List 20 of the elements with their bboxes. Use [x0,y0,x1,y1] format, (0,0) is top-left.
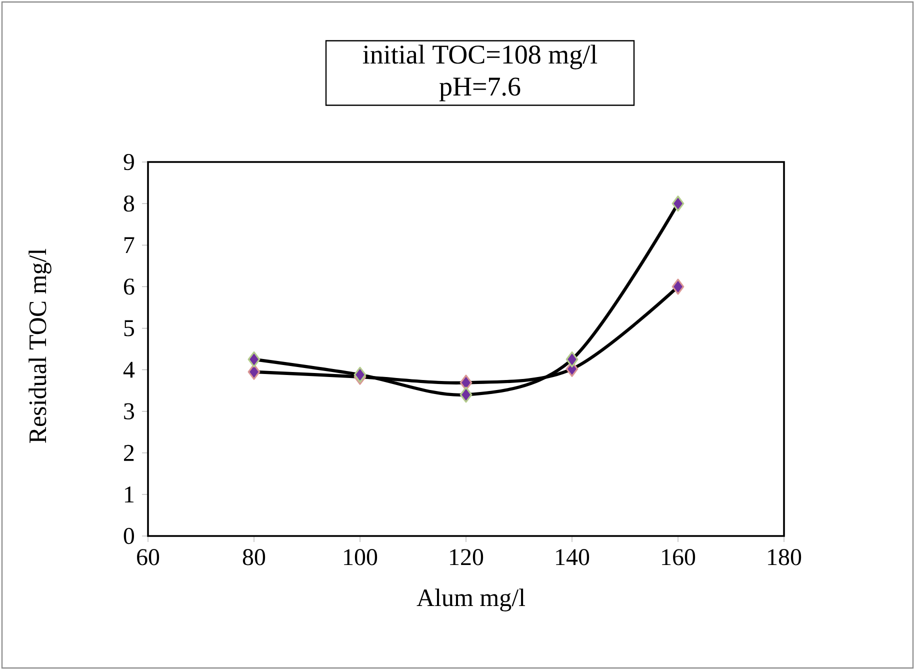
y-tick-label: 9 [124,154,134,170]
x-tick-label: 60 [137,549,160,566]
x-tick-label: 100 [344,549,378,566]
x-axis-title: Alum mg/l [416,588,526,612]
x-tick-label: 120 [450,549,484,566]
y-tick-label: 7 [124,237,134,253]
y-tick-label: 2 [124,444,134,461]
x-tick-label: 140 [556,549,590,566]
y-tick-label: 5 [124,320,134,336]
y-tick-label: 8 [124,195,134,212]
chart-title: initial TOC=108 mg/l pH=7.6 [362,44,598,102]
y-tick-label: 3 [124,403,134,420]
y-axis-title: Residual TOC mg/l [28,248,52,443]
y-tick-label: 4 [123,362,135,378]
y-tick-label: 1 [125,486,134,502]
x-tick-label: 180 [768,549,802,566]
y-tick-label: 0 [124,528,134,544]
y-tick-label: 6 [124,278,134,295]
x-tick-label: 80 [242,549,266,566]
x-tick-label: 160 [662,549,696,566]
